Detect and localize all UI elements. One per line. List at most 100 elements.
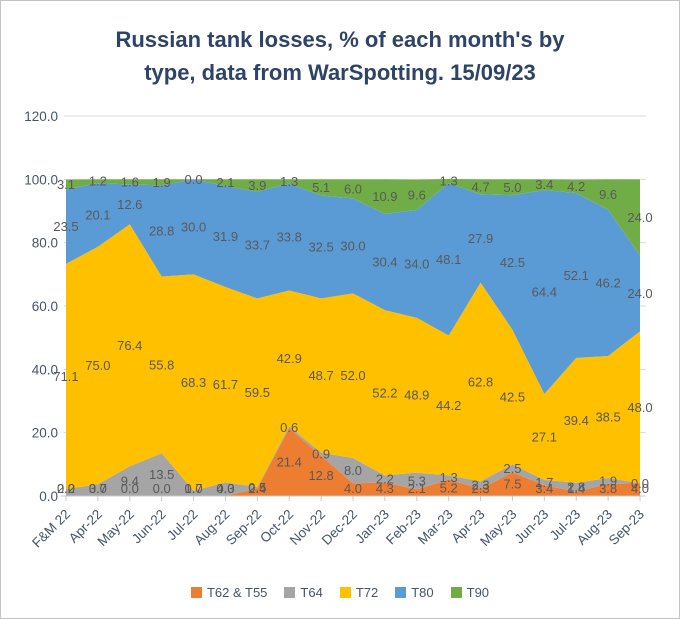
data-label-t72-3: 55.8	[149, 357, 174, 372]
data-label-t64-8: 0.9	[312, 447, 330, 462]
data-label-t62-t55-14: 7.5	[503, 477, 521, 492]
legend-item-t62-t55: T62 & T55	[190, 585, 268, 600]
legend-swatch-t64	[284, 587, 296, 598]
data-label-t62-t55-8: 12.8	[308, 468, 333, 483]
y-axis-label-20: 20.0	[32, 426, 58, 441]
data-label-t62-t55-3: 0.0	[153, 481, 171, 496]
data-label-t90-2: 1.6	[121, 174, 139, 189]
data-label-t62-t55-15: 3.4	[535, 481, 553, 496]
data-label-t62-t55-18: 4.0	[631, 481, 649, 496]
legend-label-t72: T72	[355, 585, 379, 600]
data-label-t62-t55-10: 4.3	[376, 481, 394, 496]
data-label-t90-13: 4.7	[472, 179, 490, 194]
y-axis-label-40: 40.0	[32, 362, 58, 377]
data-label-t62-t55-17: 3.8	[599, 481, 617, 496]
y-axis-label-80: 80.0	[32, 236, 58, 251]
data-label-t64-14: 2.5	[503, 461, 521, 476]
x-axis-label-f-m-22: F&M 22	[29, 507, 73, 551]
y-axis-label-120: 120.0	[24, 109, 58, 124]
data-label-t72-6: 59.5	[245, 385, 270, 400]
data-label-t80-9: 30.0	[340, 238, 365, 253]
data-label-t90-7: 1.3	[280, 174, 298, 189]
data-label-t80-10: 30.4	[372, 254, 397, 269]
data-label-t62-t55-6: 2.4	[248, 481, 266, 496]
data-label-t80-4: 30.0	[181, 219, 206, 234]
data-label-t80-16: 52.1	[564, 268, 589, 283]
data-label-t72-15: 27.1	[532, 429, 557, 444]
data-label-t72-0: 71.1	[53, 369, 78, 384]
data-label-t62-t55-11: 2.1	[408, 481, 426, 496]
data-label-t62-t55-12: 5.2	[440, 480, 458, 495]
data-label-t62-t55-13: 2.3	[472, 481, 490, 496]
data-label-t80-3: 28.8	[149, 223, 174, 238]
data-label-t64-7: 0.6	[280, 420, 298, 435]
data-label-t72-1: 75.0	[85, 358, 110, 373]
chart-title-line2: type, data from WarSpotting. 15/09/23	[144, 60, 536, 85]
x-axis-label-mar-23: Mar-23	[415, 507, 456, 548]
x-axis-label-sep-23: Sep-23	[606, 507, 647, 548]
data-label-t90-14: 5.0	[503, 180, 521, 195]
x-axis-label-jun-23: Jun-23	[512, 507, 552, 547]
legend-item-t80: T80	[395, 585, 434, 600]
legend-swatch-t80	[395, 587, 407, 598]
data-label-t72-14: 42.5	[500, 390, 525, 405]
legend-label-t64: T64	[300, 585, 323, 600]
data-label-t64-13: 2.3	[472, 478, 490, 493]
data-label-t72-2: 76.4	[117, 338, 142, 353]
data-label-t80-14: 42.5	[500, 255, 525, 270]
data-label-t64-4: 1.7	[185, 481, 203, 496]
data-label-t62-t55-7: 21.4	[277, 455, 302, 470]
data-label-t64-16: 2.8	[567, 480, 585, 495]
data-label-t80-6: 33.7	[245, 238, 270, 253]
legend-swatch-t72	[339, 587, 351, 598]
data-label-t90-15: 3.4	[535, 177, 553, 192]
data-label-t90-1: 1.2	[89, 174, 107, 189]
data-label-t90-12: 1.3	[440, 174, 458, 189]
data-label-t62-t55-16: 1.4	[567, 481, 585, 496]
data-label-t80-7: 33.8	[277, 229, 302, 244]
y-axis-label-60: 60.0	[32, 299, 58, 314]
data-label-t80-5: 31.9	[213, 229, 238, 244]
data-label-t80-15: 64.4	[532, 285, 557, 300]
data-label-t64-6: 0.5	[248, 480, 266, 495]
data-label-t62-t55-2: 0.0	[121, 481, 139, 496]
x-axis-label-jun-22: Jun-22	[129, 507, 169, 547]
data-label-t64-15: 1.7	[535, 475, 553, 490]
legend-label-t80: T80	[411, 585, 434, 600]
x-axis-label-sep-22: Sep-22	[223, 507, 264, 548]
data-label-t64-17: 1.9	[599, 473, 617, 488]
legend-label-t62-t55: T62 & T55	[206, 585, 268, 600]
data-label-t80-17: 46.2	[595, 275, 620, 290]
legend-item-t72: T72	[339, 585, 379, 600]
data-label-t64-12: 1.3	[440, 470, 458, 485]
data-label-t90-18: 24.0	[627, 210, 652, 225]
legend-label-t90: T90	[466, 585, 490, 600]
data-label-t72-16: 39.4	[564, 413, 589, 428]
chart-legend: T62 & T55 T64 T72 T80 T90	[1, 585, 679, 600]
data-label-t62-t55-5: 0.0	[216, 481, 234, 496]
data-label-t80-1: 20.1	[85, 207, 110, 222]
data-label-t64-1: 3.7	[89, 481, 107, 496]
data-label-t72-9: 52.0	[340, 368, 365, 383]
data-label-t80-18: 24.0	[627, 286, 652, 301]
data-label-t90-0: 3.1	[57, 177, 75, 192]
data-label-t80-12: 48.1	[436, 252, 461, 267]
data-label-t64-3: 13.5	[149, 467, 174, 482]
data-label-t72-10: 52.2	[372, 385, 397, 400]
data-label-t90-5: 2.1	[216, 175, 234, 190]
data-label-t90-6: 3.9	[248, 178, 266, 193]
x-axis-label-feb-23: Feb-23	[383, 507, 424, 548]
data-label-t64-9: 8.0	[344, 463, 362, 478]
data-label-t90-17: 9.6	[599, 187, 617, 202]
data-label-t62-t55-9: 4.0	[344, 481, 362, 496]
area-t72	[66, 224, 640, 491]
legend-item-t90: T90	[450, 585, 490, 600]
data-label-t72-18: 48.0	[627, 400, 652, 415]
data-label-t72-5: 61.7	[213, 377, 238, 392]
data-label-t62-t55-0: 0.0	[57, 481, 75, 496]
area-t80	[66, 179, 640, 395]
data-label-t80-8: 32.5	[308, 239, 333, 254]
data-label-t90-8: 5.1	[312, 180, 330, 195]
